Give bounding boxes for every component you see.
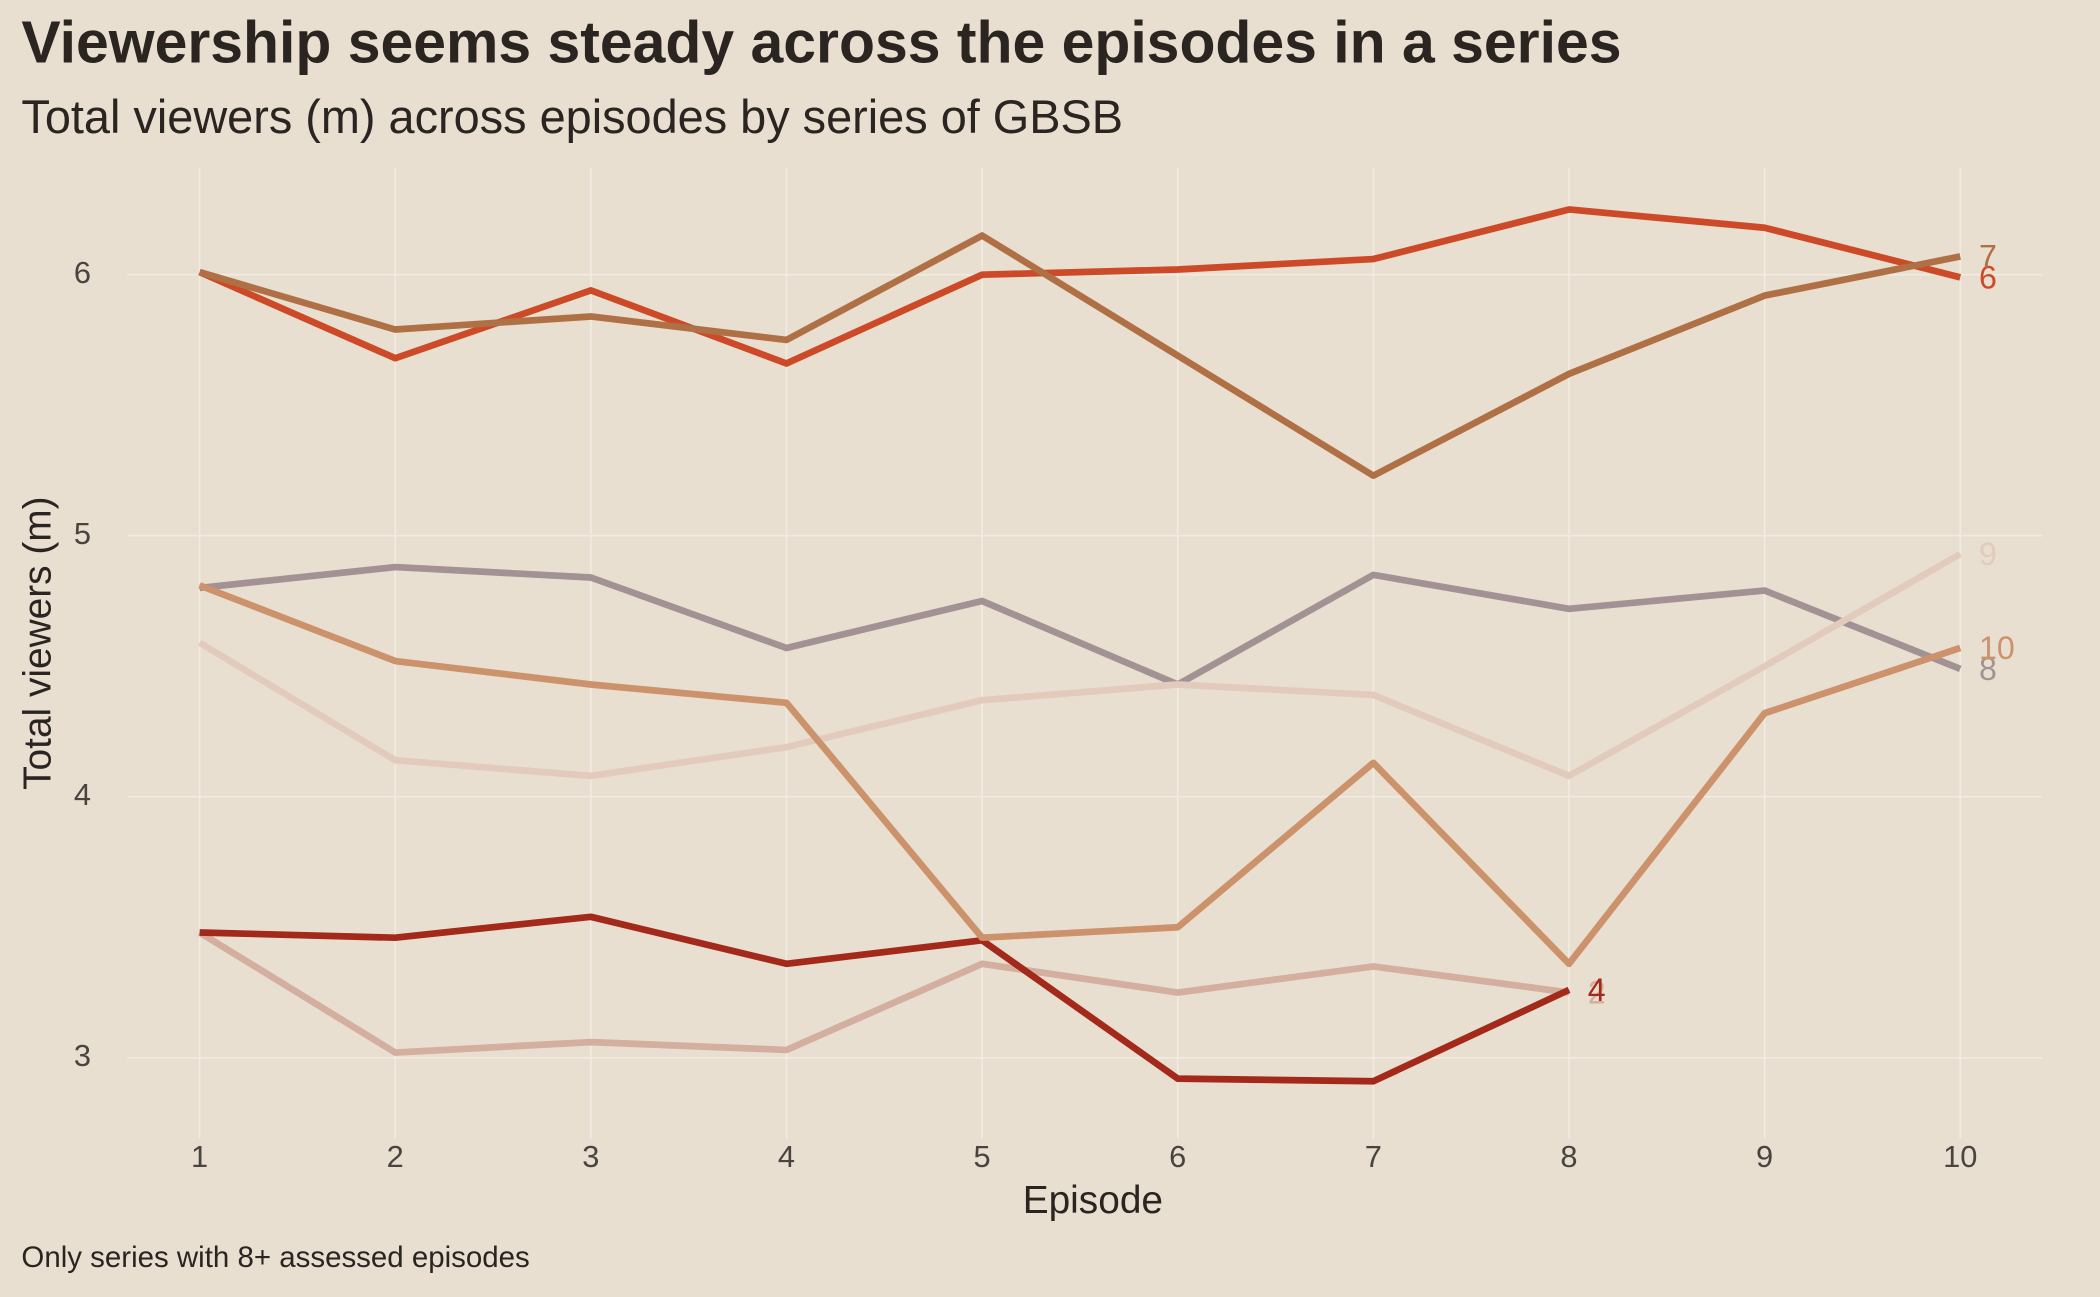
x-tick-label: 1 <box>191 1139 208 1174</box>
y-tick-label: 4 <box>74 777 91 812</box>
series-label: 10 <box>1979 630 2015 666</box>
series-line <box>199 563 1962 688</box>
series-label: 4 <box>1588 972 1606 1008</box>
x-tick-label: 8 <box>1560 1139 1577 1174</box>
x-axis-label: Episode <box>1023 1179 1163 1222</box>
series-label: 7 <box>1979 239 1997 275</box>
y-tick-label: 5 <box>74 516 91 551</box>
series-label: 9 <box>1979 536 1997 572</box>
series-line <box>197 929 1570 1056</box>
y-tick-label: 6 <box>74 255 91 290</box>
series-label: 6 <box>1979 259 1997 295</box>
series-line <box>198 232 1961 480</box>
series-line <box>197 551 1962 780</box>
x-tick-label: 10 <box>1943 1139 1977 1174</box>
x-tick-label: 3 <box>582 1139 599 1174</box>
y-axis-label: Total viewers (m) <box>16 496 59 789</box>
x-tick-label: 7 <box>1365 1139 1382 1174</box>
series-label: 2 <box>1588 975 1606 1011</box>
x-tick-label: 6 <box>1169 1139 1186 1174</box>
series-line <box>199 913 1571 1085</box>
y-tick-label: 3 <box>74 1038 91 1073</box>
x-tick-label: 2 <box>387 1139 404 1174</box>
chart-subtitle: Total viewers (m) across episodes by ser… <box>21 91 1123 143</box>
x-tick-label: 4 <box>778 1139 795 1174</box>
series-label: 8 <box>1979 651 1997 687</box>
chart-title: Viewership seems steady across the episo… <box>21 11 1621 76</box>
caption: Only series with 8+ assessed episodes <box>21 1241 529 1274</box>
series-line <box>198 582 1962 968</box>
x-tick-label: 5 <box>974 1139 991 1174</box>
x-tick-label: 9 <box>1756 1139 1773 1174</box>
